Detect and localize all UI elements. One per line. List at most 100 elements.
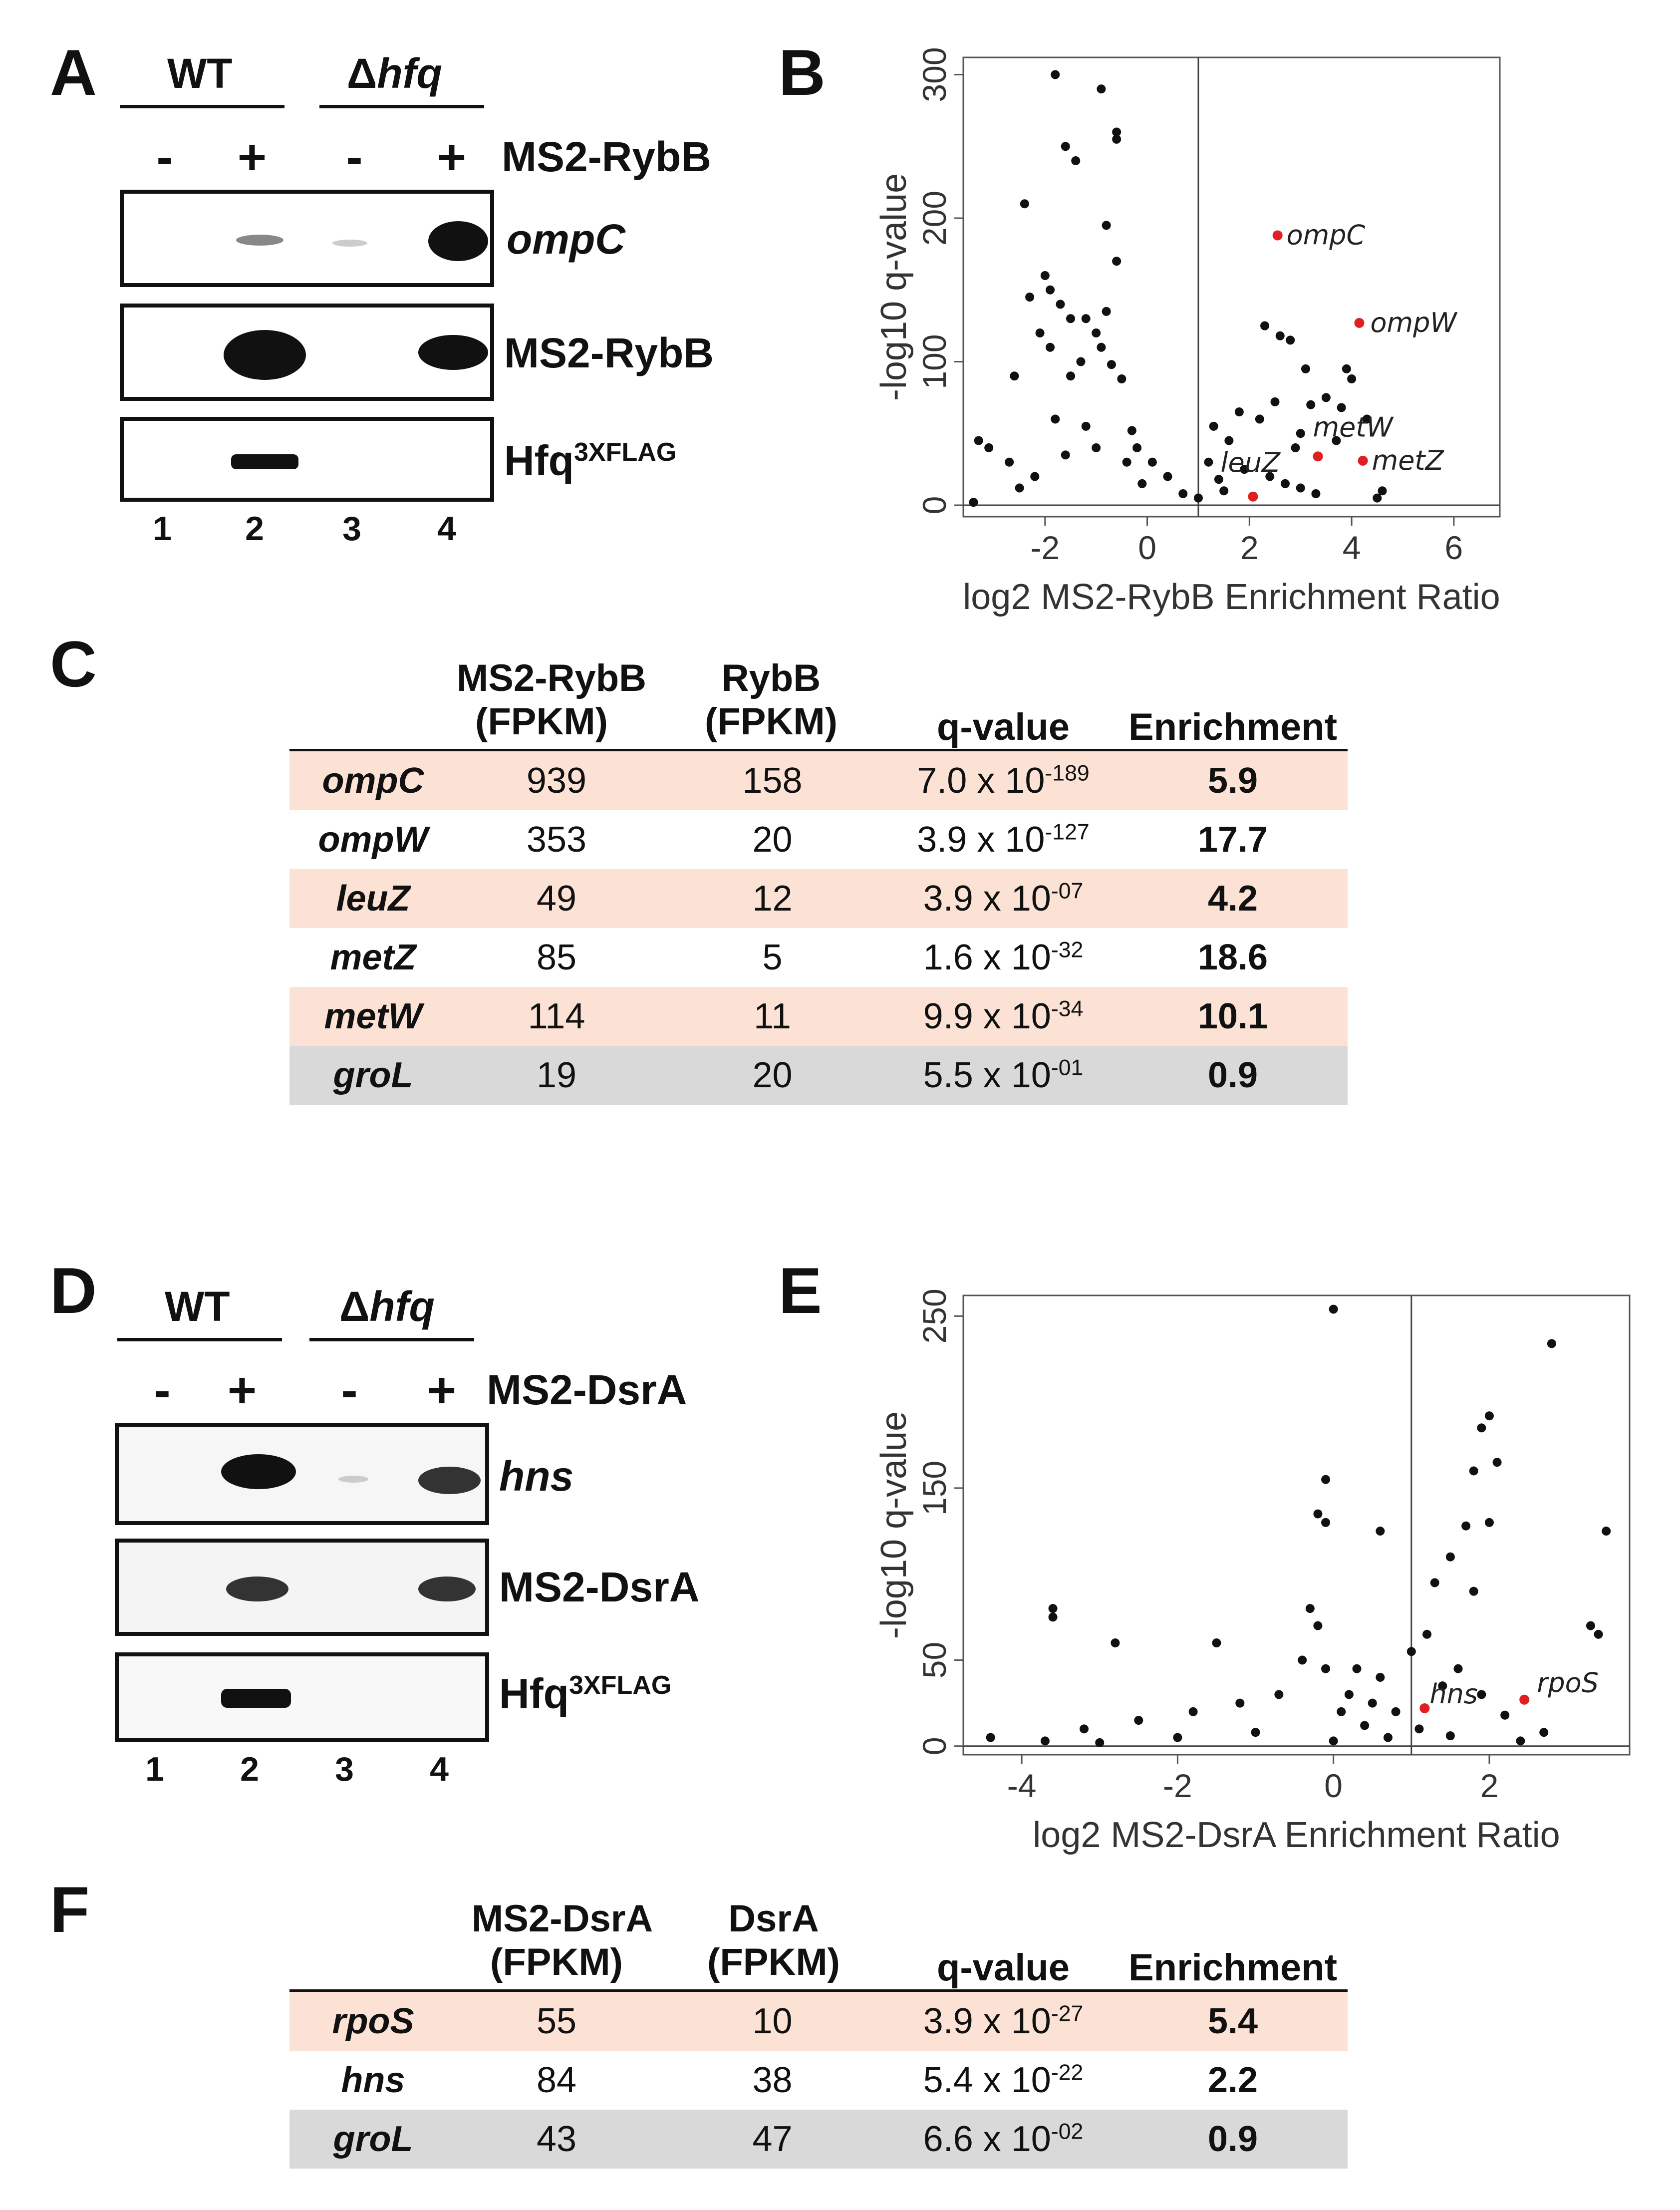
panel-a-sign-3: - <box>346 129 363 185</box>
data-point <box>1204 457 1213 467</box>
data-point <box>1516 1736 1525 1746</box>
data-point <box>1422 1629 1432 1639</box>
enrichment-cell: 18.6 <box>1197 938 1268 977</box>
data-point <box>1048 1604 1058 1613</box>
data-point <box>1117 374 1126 383</box>
panel-a-sign-4: + <box>437 129 467 185</box>
table-row: metZ 85 5 1.6 x 10-32 18.6 <box>289 928 1348 987</box>
panel-a-blot-label-bait: MS2-RybB <box>504 329 714 376</box>
data-point <box>1296 483 1305 493</box>
data-point <box>1469 1466 1478 1476</box>
data-point <box>1313 1621 1323 1630</box>
highlighted-point-ompW <box>1354 317 1365 328</box>
data-point <box>1477 1690 1486 1699</box>
data-point <box>1281 479 1290 488</box>
panel-d-lane-2: 2 <box>240 1750 259 1788</box>
data-point <box>1056 300 1065 309</box>
gene-cell: ompC <box>322 761 424 801</box>
q-value-cell: 3.9 x 10-127 <box>917 820 1090 860</box>
data-point <box>1081 314 1091 323</box>
data-point <box>1332 436 1341 445</box>
panel-f-label: F <box>50 1873 90 1946</box>
y-tick-label: 50 <box>916 1642 953 1678</box>
data-point <box>1291 443 1300 452</box>
data-point <box>1051 414 1060 424</box>
data-point <box>1102 221 1111 230</box>
panel-a-sign-2: + <box>237 129 267 185</box>
enrichment-cell: 17.7 <box>1197 820 1268 860</box>
data-point <box>1342 364 1351 373</box>
fpkm-cell: 20 <box>752 1055 793 1095</box>
blot-band <box>332 240 367 247</box>
data-point <box>1329 1304 1338 1314</box>
panel-e-label: E <box>779 1254 822 1327</box>
data-point <box>1112 257 1121 266</box>
data-point <box>1445 1552 1455 1562</box>
data-point <box>1391 1707 1400 1716</box>
panel-f-table: rpoS 55 10 3.9 x 10-27 5.4 hns 84 38 5.4 x 10-22… <box>289 1992 1348 2169</box>
table-row: ompC 939 158 7.0 x 10-189 5.9 <box>289 751 1348 810</box>
panel-b-volcano-plot: -2 0 2 4 6 0 100 200 300 log2 MS2-RybB Enrichment… <box>874 47 1501 617</box>
q-value-cell: 3.9 x 10-27 <box>923 2001 1084 2041</box>
data-point <box>1178 489 1188 498</box>
panel-c-header-enrichment: Enrichment <box>1128 706 1338 748</box>
panel-d-lane-1: 1 <box>145 1750 164 1788</box>
table-row: rpoS 55 10 3.9 x 10-27 5.4 <box>289 1992 1348 2051</box>
data-point <box>1134 1716 1143 1725</box>
panel-d-sign-4: + <box>427 1362 457 1418</box>
panel-d-blot-label-target: hns <box>499 1453 574 1500</box>
data-point <box>1360 1721 1370 1730</box>
y-tick-label: 200 <box>916 191 953 246</box>
data-point <box>1500 1710 1510 1720</box>
gene-cell: groL <box>333 2119 413 2159</box>
x-tick-label: 4 <box>1343 529 1361 566</box>
x-tick-label: 0 <box>1138 529 1156 566</box>
data-point <box>1137 479 1147 488</box>
data-point <box>1337 1707 1346 1716</box>
data-point <box>1112 127 1121 137</box>
point-label-ompC: ompC <box>1287 220 1366 251</box>
q-value-cell: 6.6 x 10-02 <box>923 2119 1084 2159</box>
data-point <box>1492 1458 1502 1467</box>
enrichment-cell: 0.9 <box>1207 2119 1258 2159</box>
data-point <box>1066 314 1075 323</box>
enrichment-cell: 5.9 <box>1207 761 1258 801</box>
table-row: groL 19 20 5.5 x 10-01 0.9 <box>289 1046 1348 1105</box>
blot-band <box>224 330 306 380</box>
data-point <box>1260 321 1270 330</box>
data-point <box>1286 335 1295 345</box>
y-tick-label: 300 <box>916 47 953 102</box>
data-point <box>1376 1527 1385 1536</box>
enrichment-cell: 2.2 <box>1207 2060 1258 2100</box>
data-point <box>1010 371 1019 381</box>
panel-a-lane-3: 3 <box>342 510 361 548</box>
gene-cell: metZ <box>330 938 416 977</box>
data-point <box>1173 1733 1182 1742</box>
panel-a-lane-1: 1 <box>153 510 172 548</box>
table-row: hns 84 38 5.4 x 10-22 2.2 <box>289 2051 1348 2110</box>
x-tick-label: 2 <box>1480 1767 1499 1804</box>
data-point <box>1147 457 1157 467</box>
ms2-fpkm-cell: 84 <box>536 2060 577 2100</box>
plot-frame <box>962 56 1501 518</box>
data-point <box>1430 1578 1439 1587</box>
data-point <box>1076 357 1086 366</box>
table-row: metW 114 11 9.9 x 10-34 10.1 <box>289 987 1348 1046</box>
x-tick-label: -2 <box>1163 1767 1192 1804</box>
data-point <box>1347 374 1357 383</box>
data-point <box>1224 436 1234 445</box>
data-point <box>1539 1728 1549 1737</box>
data-point <box>1321 1664 1331 1673</box>
data-point <box>1048 1612 1058 1622</box>
data-point <box>1376 1672 1385 1682</box>
blot-band <box>221 1454 296 1489</box>
data-point <box>1081 421 1091 431</box>
panel-a-wt-label: WT <box>167 50 233 97</box>
data-point <box>984 443 994 452</box>
fpkm-cell: 12 <box>752 879 793 919</box>
data-point <box>1453 1664 1463 1673</box>
y-tick-label: 150 <box>916 1461 953 1516</box>
data-point <box>1040 271 1050 280</box>
data-point <box>1163 472 1172 481</box>
data-point <box>1373 493 1382 503</box>
